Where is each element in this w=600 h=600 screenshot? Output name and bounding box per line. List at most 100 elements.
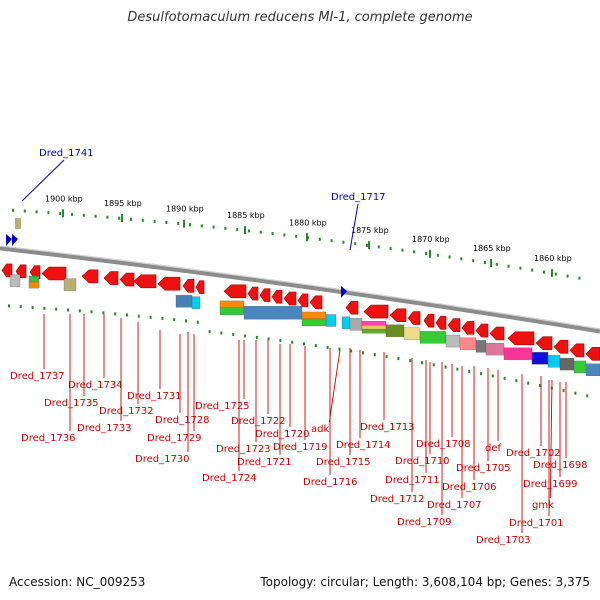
feature-box (503, 347, 533, 360)
ruler-dot (161, 316, 164, 320)
ruler-dot (425, 252, 427, 256)
gene-label: Dred_1706 (442, 482, 497, 493)
ruler-dot (350, 349, 353, 353)
gene-label: Dred_1729 (147, 433, 202, 444)
gene-arrow (297, 293, 309, 308)
feature-box (63, 278, 77, 291)
ruler-dot (515, 379, 518, 383)
gene-label: Dred_1709 (397, 517, 452, 528)
ruler-dot (114, 312, 117, 316)
feature-box (361, 325, 387, 330)
feature-box (191, 296, 201, 309)
scale-tick-label: 1865 kbp (473, 244, 511, 253)
ruler-dot (295, 234, 298, 238)
gene-label: Dred_1722 (231, 416, 286, 427)
ruler-dot (59, 212, 62, 216)
gene-arrow (363, 304, 389, 319)
ruler-dot (208, 330, 211, 334)
gene-label: def (485, 443, 502, 454)
feature-box (585, 363, 600, 377)
genome-backbone (0, 245, 600, 334)
gene-label: Dred_1713 (360, 422, 415, 433)
feature-box (301, 311, 327, 320)
ruler-dot (318, 237, 321, 241)
ruler-dot (212, 225, 215, 229)
gene-arrow (461, 321, 475, 335)
gene-arrow (1, 263, 13, 278)
gene-arrow (475, 323, 489, 338)
gene-arrow (535, 336, 553, 350)
accession-text: Accession: NC_009253 (9, 575, 146, 589)
ruler-dot (255, 335, 258, 339)
ruler-dot (401, 248, 404, 252)
scale-tick-label: 1895 kbp (104, 199, 142, 208)
gene-labels: Dred_1737 Dred_1736 Dred_1735 Dred_1734 Dred… (10, 371, 588, 546)
feature-box (219, 307, 245, 316)
feature-box (485, 342, 505, 356)
ruler-dot (291, 340, 294, 344)
ruler-dot (165, 220, 168, 224)
gene-arrow (223, 284, 247, 299)
ruler-dot (47, 211, 50, 215)
feature-box (531, 352, 549, 365)
ruler-dot (373, 353, 376, 357)
ruler-dot (409, 359, 412, 363)
gene-arrow (447, 318, 461, 333)
ruler-dot (448, 255, 451, 259)
ruler-dot (248, 229, 250, 233)
ruler-dot (330, 239, 333, 243)
ruler-dot (102, 311, 105, 315)
gene-label: Dred_1731 (127, 391, 182, 402)
gene-label: Dred_1715 (316, 457, 371, 468)
gene-label: Dred_1736 (21, 433, 76, 444)
ruler-dot (137, 314, 140, 318)
ruler-dot (566, 274, 569, 278)
strand-marker (12, 234, 18, 246)
ruler-dot (244, 334, 246, 338)
map-title: Desulfotomaculum reducens MI-1, complete… (127, 10, 473, 25)
ruler-dot (271, 232, 274, 236)
ruler-dot (456, 367, 459, 371)
gene-label: Dred_1710 (395, 456, 450, 467)
ruler-dot (314, 344, 317, 348)
inner-scale-ruler (8, 304, 589, 398)
feature-box (361, 329, 387, 334)
scale-tick-label: 1870 kbp (412, 235, 450, 244)
scale-tick-label: 1875 kbp (351, 226, 389, 235)
strand-marker (341, 286, 347, 298)
ruler-dot (82, 213, 85, 217)
ruler-dot (484, 260, 486, 264)
ruler-dot (35, 210, 38, 214)
ruler-dot (12, 208, 14, 212)
ruler-dot (106, 215, 109, 219)
ruler-dot (389, 247, 392, 251)
gene-label: Dred_1705 (456, 463, 511, 474)
gene-label: Dred_1734 (68, 380, 123, 391)
ruler-dot (94, 214, 97, 218)
ruler-dot (460, 257, 463, 261)
gene-feature-boxes (9, 274, 600, 377)
ruler-dot (472, 259, 475, 263)
gene-arrow (569, 343, 585, 358)
gene-arrow (407, 311, 421, 325)
gene-arrow (585, 347, 600, 361)
ruler-dot (196, 320, 199, 324)
gene-label: Dred_1712 (370, 494, 425, 505)
gene-label: Dred_1707 (427, 500, 482, 511)
ruler-dot (43, 306, 46, 310)
leader-line (549, 379, 553, 499)
gene-label: Dred_1735 (44, 398, 99, 409)
ruler-dot (507, 264, 510, 268)
ruler-dot (67, 308, 69, 312)
ruler-tick (551, 269, 553, 278)
gene-arrow (195, 280, 205, 294)
feature-box (361, 321, 387, 326)
gene-label: Dred_1733 (77, 423, 132, 434)
feature-box (385, 324, 405, 337)
scale-tick-label: 1880 kbp (289, 218, 327, 227)
ruler-dot (279, 339, 282, 343)
ruler-tick (121, 214, 123, 223)
feature-box (243, 306, 303, 320)
gene-label: Dred_1728 (155, 415, 210, 426)
ruler-dot (519, 266, 522, 270)
